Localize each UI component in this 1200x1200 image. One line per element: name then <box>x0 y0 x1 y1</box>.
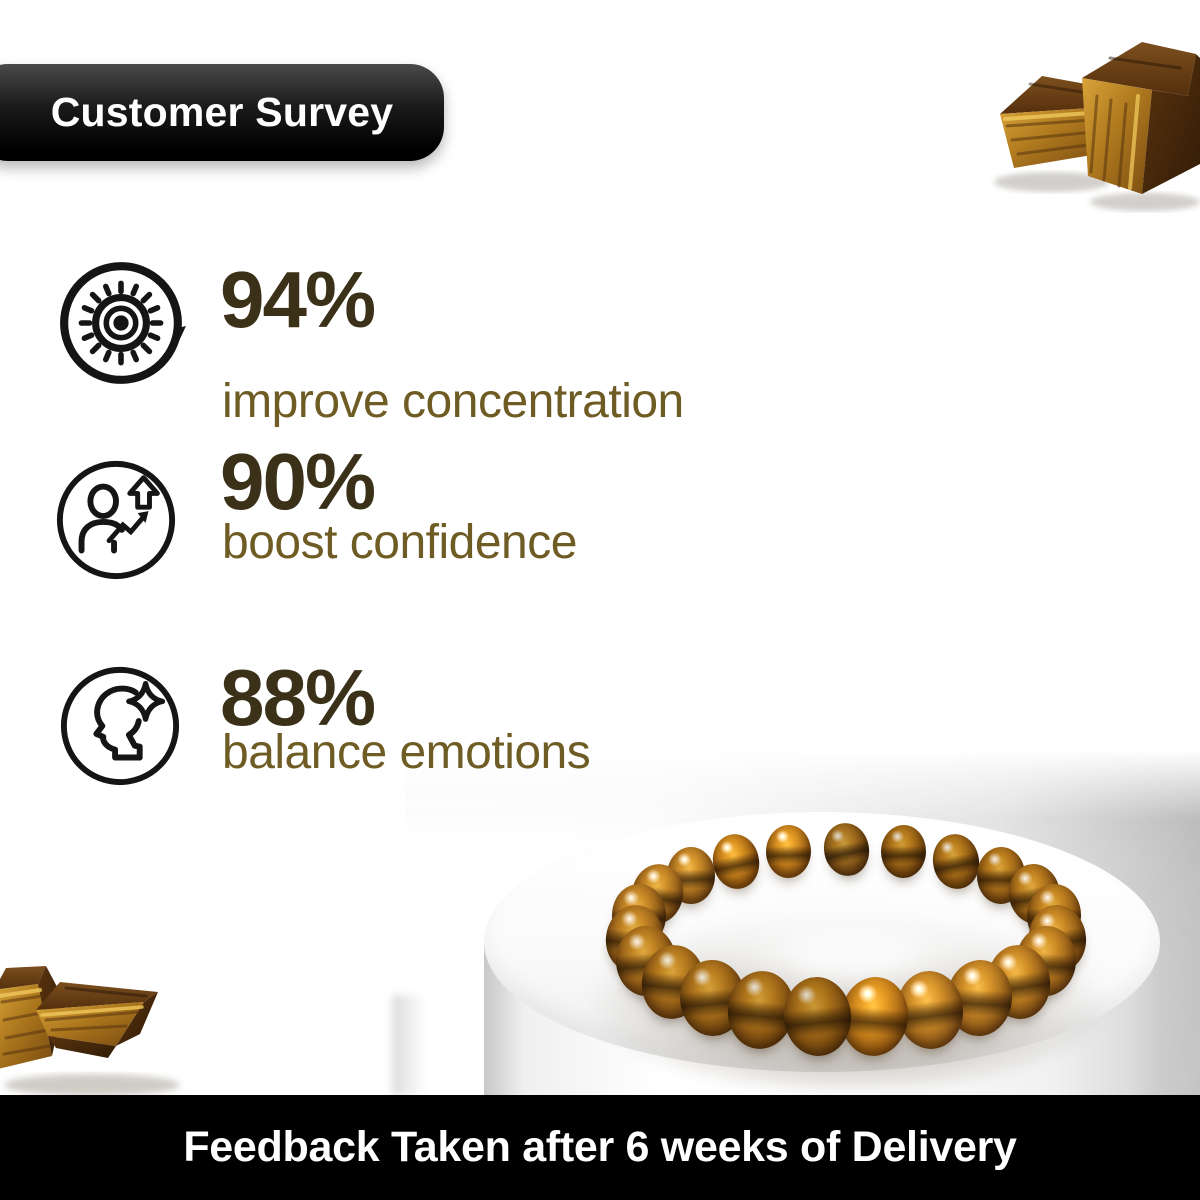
stat-label: improve concentration <box>222 375 684 428</box>
stat-percent: 94% <box>220 255 376 344</box>
footer-banner: Feedback Taken after 6 weeks of Delivery <box>0 1095 1200 1200</box>
focus-eye-icon <box>55 257 187 389</box>
footer-text: Feedback Taken after 6 weeks of Delivery <box>183 1123 1017 1171</box>
tigers-eye-stones-top-right <box>994 42 1200 211</box>
stat-percent: 88% <box>220 653 376 742</box>
tigers-eye-stones-bottom-left <box>0 966 180 1096</box>
customer-survey-badge: Customer Survey <box>0 64 444 161</box>
badge-label: Customer Survey <box>50 89 394 135</box>
stat-label: boost confidence <box>222 516 577 569</box>
mind-sparkle-icon <box>56 662 184 790</box>
stat-label: balance emotions <box>222 726 591 779</box>
stat-percent: 90% <box>220 437 376 526</box>
pedestal-cast-shadow <box>392 995 426 1095</box>
person-growth-icon <box>52 456 180 584</box>
